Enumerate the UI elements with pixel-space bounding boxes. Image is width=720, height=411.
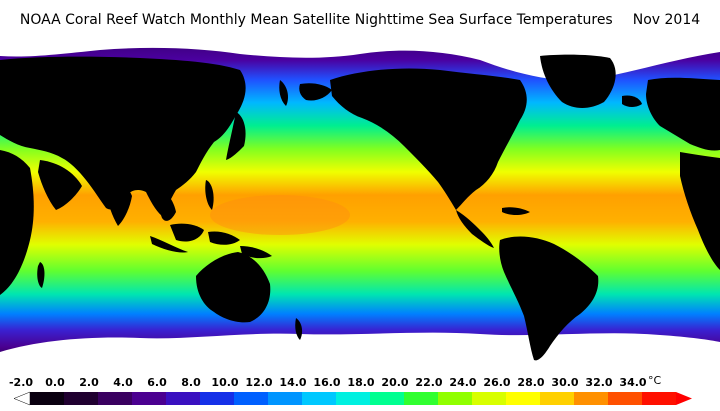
legend-tick-label: -2.0: [9, 376, 33, 389]
legend-color-swatch: [370, 392, 404, 405]
legend-tick-label: 18.0: [347, 376, 374, 389]
map-title-date: Nov 2014: [632, 12, 701, 28]
legend-tick-label: 8.0: [181, 376, 201, 389]
legend-color-swatch: [302, 392, 336, 405]
legend-color-swatch: [30, 392, 64, 405]
map-title-text: NOAA Coral Reef Watch Monthly Mean Satel…: [19, 12, 613, 28]
sst-map-canvas: [0, 40, 720, 370]
arabia: [38, 160, 82, 210]
south-america: [499, 236, 599, 361]
india: [106, 180, 132, 226]
legend-tick-label: 20.0: [381, 376, 408, 389]
legend-tick-label: 30.0: [551, 376, 578, 389]
legend-tick-label: 22.0: [415, 376, 442, 389]
legend-tick-label: 26.0: [483, 376, 510, 389]
legend-tick-label: 6.0: [147, 376, 167, 389]
legend-min-arrow: [13, 391, 31, 406]
legend-color-swatch: [608, 392, 642, 405]
legend-color-swatch: [234, 392, 268, 405]
legend-tick-label: 28.0: [517, 376, 544, 389]
map-title: NOAA Coral Reef Watch Monthly Mean Satel…: [0, 0, 720, 40]
legend-tick-label: 12.0: [245, 376, 272, 389]
legend-color-swatch: [506, 392, 540, 405]
legend-canvas: -2.0 0.0 2.0 4.0 6.0 8.0 10.0 12.0 14.0 16.0 18.0 2…: [9, 374, 692, 406]
sst-world-map: [0, 40, 720, 370]
legend-tick-label: 14.0: [279, 376, 306, 389]
legend-unit: °C: [648, 374, 662, 387]
antarctic-ice: [0, 332, 720, 370]
legend-tick-label: 0.0: [45, 376, 65, 389]
legend-tick-label: 32.0: [585, 376, 612, 389]
africa: [0, 150, 34, 295]
legend-color-swatch: [336, 392, 370, 405]
legend-tick-label: 16.0: [313, 376, 340, 389]
legend-color-swatch: [404, 392, 438, 405]
legend-tick-label: 34.0: [619, 376, 646, 389]
legend-color-swatch: [472, 392, 506, 405]
north-america: [330, 68, 527, 210]
legend-color-swatch: [642, 392, 676, 405]
land-masses: [0, 54, 720, 361]
arctic-ice: [0, 40, 720, 81]
legend-color-swatch: [166, 392, 200, 405]
legend-max-arrow: [676, 392, 692, 405]
legend-color-swatch: [438, 392, 472, 405]
legend-tick-label: 4.0: [113, 376, 133, 389]
legend-color-swatch: [132, 392, 166, 405]
legend-color-swatch: [64, 392, 98, 405]
eurasia: [0, 56, 246, 216]
legend-color-swatch: [98, 392, 132, 405]
temperature-legend: -2.0 0.0 2.0 4.0 6.0 8.0 10.0 12.0 14.0 16.0 18.0 2…: [0, 370, 720, 411]
legend-color-swatch: [574, 392, 608, 405]
legend-tick-label: 2.0: [79, 376, 99, 389]
legend-tick-label: 10.0: [211, 376, 238, 389]
legend-tick-label: 24.0: [449, 376, 476, 389]
legend-color-swatch: [268, 392, 302, 405]
australia: [196, 252, 271, 323]
greenland: [540, 54, 616, 108]
legend-color-swatch: [540, 392, 574, 405]
legend-color-swatch: [200, 392, 234, 405]
